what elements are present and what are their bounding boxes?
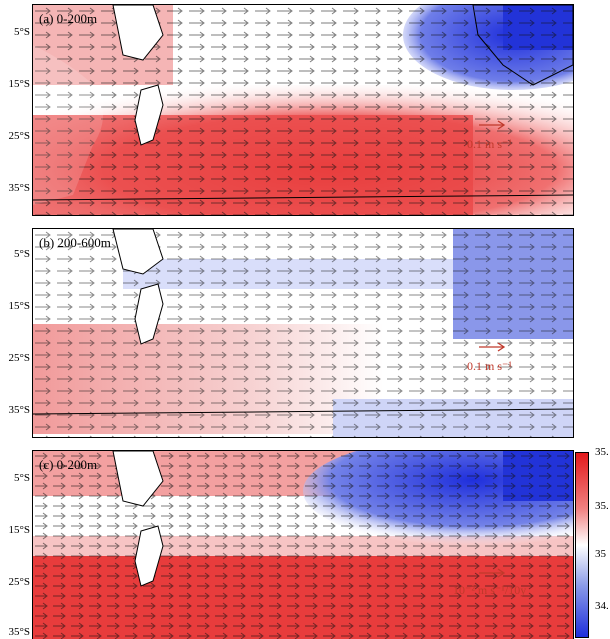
lat-label-c-15s: 15°S — [8, 524, 30, 536]
panel-c-scale: 10⁻² m s⁻¹/10y — [453, 583, 527, 597]
lat-label-c-25s: 25°S — [8, 576, 30, 588]
colorbar — [575, 452, 589, 638]
colorbar-tick-1: 35. — [595, 446, 609, 458]
lat-label-a-25s: 25°S — [8, 130, 30, 142]
colorbar-tick-2: 35. — [595, 500, 609, 512]
panel-a: (a) 0-200m 0.1 m s⁻¹ — [32, 4, 574, 216]
panel-b-map — [33, 229, 573, 437]
panel-c-map — [33, 451, 573, 639]
lat-label-c-35s: 35°S — [8, 626, 30, 638]
panel-a-label: (a) 0-200m — [39, 11, 98, 26]
lat-label-a-15s: 15°S — [8, 78, 30, 90]
lat-label-b-25s: 25°S — [8, 352, 30, 364]
panel-a-scale: 0.1 m s⁻¹ — [467, 137, 512, 151]
lat-label-a-5s: 5°S — [13, 26, 30, 38]
panel-b-scale: 0.1 m s⁻¹ — [467, 359, 512, 373]
lat-label-a-35s: 35°S — [8, 182, 30, 194]
panel-a-map — [33, 5, 573, 215]
lat-label-b-5s: 5°S — [13, 248, 30, 260]
lat-label-c-5s: 5°S — [13, 472, 30, 484]
colorbar-tick-4: 34. — [595, 600, 609, 612]
panel-c: (c) 0-200m 10⁻² m s⁻¹/10y — [32, 450, 574, 639]
panel-b-label: (b) 200-600m — [39, 235, 111, 250]
colorbar-tick-3: 35 — [595, 548, 606, 560]
panel-c-label: (c) 0-200m — [39, 457, 98, 472]
lat-label-b-35s: 35°S — [8, 404, 30, 416]
panel-b: (b) 200-600m 0.1 m s⁻¹ — [32, 228, 574, 438]
lat-label-b-15s: 15°S — [8, 300, 30, 312]
